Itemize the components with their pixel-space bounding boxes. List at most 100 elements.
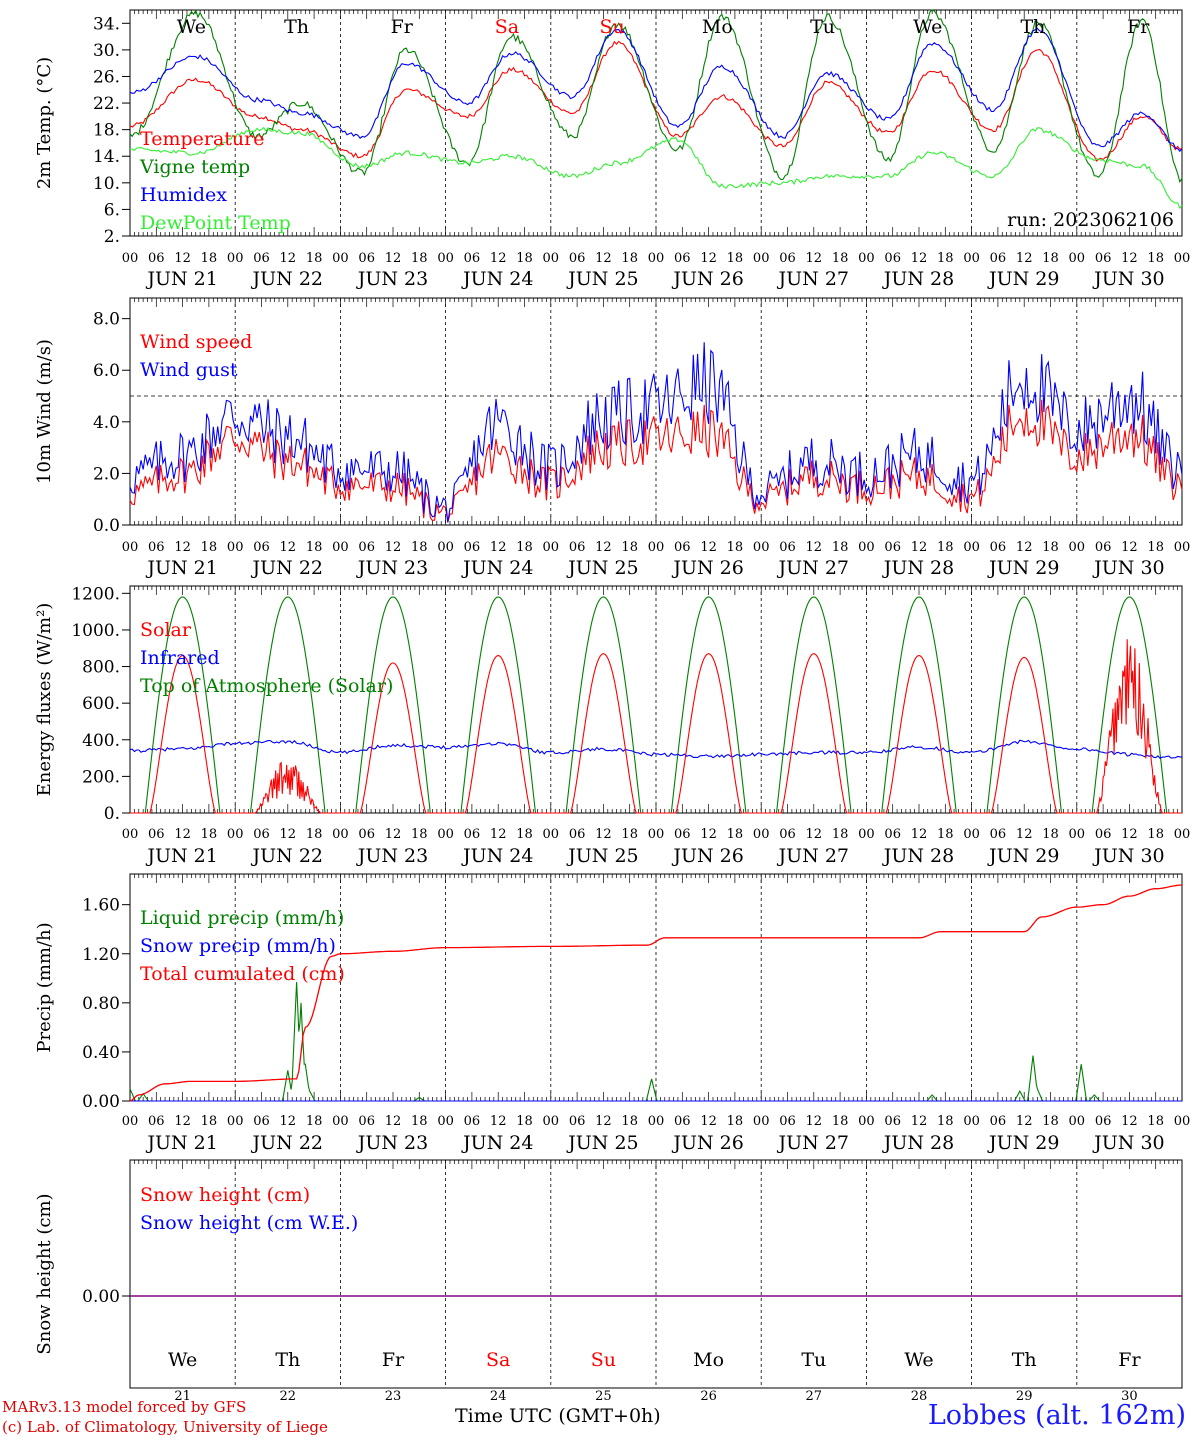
date-label: JUN 21 [145,557,217,579]
hour-tick-label: 12 [911,1114,928,1129]
day-letter: Sa [486,1349,510,1371]
legend-entry: Total cumulated (cm) [140,963,345,985]
hour-tick-label: 18 [832,827,849,842]
hour-tick-label: 00 [227,251,244,266]
day-number: 24 [490,1389,507,1404]
hour-tick-label: 18 [1042,251,1059,266]
hour-tick-label: 00 [858,251,875,266]
hour-tick-label: 00 [1069,1114,1086,1129]
hour-tick-label: 06 [148,540,165,555]
hour-tick-label: 12 [1016,827,1033,842]
y-tick-label: 1200. [71,584,120,604]
hour-tick-label: 06 [464,1114,481,1129]
hour-tick-label: 18 [201,540,218,555]
hour-tick-label: 00 [648,827,665,842]
hour-tick-label: 06 [1095,827,1112,842]
hour-tick-label: 12 [700,1114,717,1129]
hour-tick-label: 00 [543,827,560,842]
date-label: JUN 27 [777,845,849,867]
hour-tick-label: 18 [727,251,744,266]
hour-tick-label: 00 [648,1114,665,1129]
hour-tick-label: 00 [332,540,349,555]
hour-tick-label: 00 [858,827,875,842]
hour-tick-label: 18 [832,251,849,266]
hour-tick-label: 12 [385,1114,402,1129]
date-label: JUN 29 [987,268,1059,290]
hour-tick-label: 18 [411,827,428,842]
hour-tick-label: 00 [753,251,770,266]
hour-tick-label: 18 [832,1114,849,1129]
hour-tick-label: 18 [201,251,218,266]
date-label: JUN 26 [671,557,743,579]
hour-tick-label: 00 [227,1114,244,1129]
day-number: 30 [1121,1389,1138,1404]
hour-tick-label: 12 [385,827,402,842]
date-label: JUN 24 [461,1132,533,1154]
hour-tick-label: 06 [1095,1114,1112,1129]
y-tick-label: 8.0 [93,310,120,330]
legend-entry: Infrared [140,647,220,669]
day-letter: We [177,16,206,38]
day-letter: Th [275,1349,300,1371]
date-label: JUN 29 [987,845,1059,867]
legend-entry: Top of Atmosphere (Solar) [140,675,393,697]
y-tick-label: 4.0 [93,413,120,433]
day-number: 29 [1016,1389,1033,1404]
hour-tick-label: 00 [858,540,875,555]
legend-entry: Solar [140,619,192,641]
hour-tick-label: 00 [122,827,139,842]
run-label: run: 2023062106 [1007,209,1174,231]
hour-tick-label: 06 [569,251,586,266]
date-label: JUN 27 [777,557,849,579]
hour-tick-label: 12 [280,827,297,842]
hour-tick-label: 06 [779,251,796,266]
hour-tick-label: 18 [621,1114,638,1129]
series-line-vigne-temp [129,8,1183,184]
hour-tick-label: 06 [148,1114,165,1129]
hour-tick-label: 12 [280,540,297,555]
y-tick-label: 0. [104,804,120,824]
hour-tick-label: 12 [1016,251,1033,266]
hour-tick-label: 18 [937,1114,954,1129]
hour-tick-label: 06 [674,1114,691,1129]
hour-tick-label: 18 [516,251,533,266]
hour-tick-label: 00 [1174,827,1191,842]
y-tick-label: 600. [82,694,120,714]
hour-tick-label: 00 [543,540,560,555]
hour-tick-label: 12 [911,827,928,842]
day-letter: Mo [702,16,733,38]
hour-tick-label: 06 [990,251,1007,266]
hour-tick-label: 06 [358,540,375,555]
date-label: JUN 30 [1092,845,1164,867]
hour-tick-label: 18 [937,251,954,266]
hour-tick-label: 06 [990,540,1007,555]
hour-tick-label: 06 [148,827,165,842]
hour-tick-label: 18 [937,827,954,842]
date-label: JUN 21 [145,1132,217,1154]
y-tick-label: 26. [93,67,120,87]
hour-tick-label: 00 [1174,251,1191,266]
date-label: JUN 26 [671,268,743,290]
y-tick-label: 14. [93,147,120,167]
y-axis-label: 10m Wind (m/s) [34,339,55,484]
y-tick-label: 34. [93,14,120,34]
hour-tick-label: 18 [516,827,533,842]
date-label: JUN 24 [461,845,533,867]
date-label: JUN 28 [882,845,954,867]
hour-tick-label: 12 [806,827,823,842]
hour-tick-label: 00 [1174,540,1191,555]
day-letter: Su [591,1349,616,1371]
y-tick-label: 400. [82,731,120,751]
y-axis-label: Precip (mm/h) [34,922,55,1052]
hour-tick-label: 12 [595,827,612,842]
y-tick-label: 0.40 [82,1043,120,1063]
hour-tick-label: 00 [332,827,349,842]
date-label: JUN 29 [987,1132,1059,1154]
series-line-wind-speed [129,399,1183,523]
hour-tick-label: 12 [911,251,928,266]
date-label: JUN 23 [356,557,428,579]
model-credit: MARv3.13 model forced by GFS [2,1398,247,1416]
y-axis-label: Snow height (cm) [34,1193,55,1354]
y-tick-label: 0.0 [93,516,120,536]
hour-tick-label: 18 [201,827,218,842]
